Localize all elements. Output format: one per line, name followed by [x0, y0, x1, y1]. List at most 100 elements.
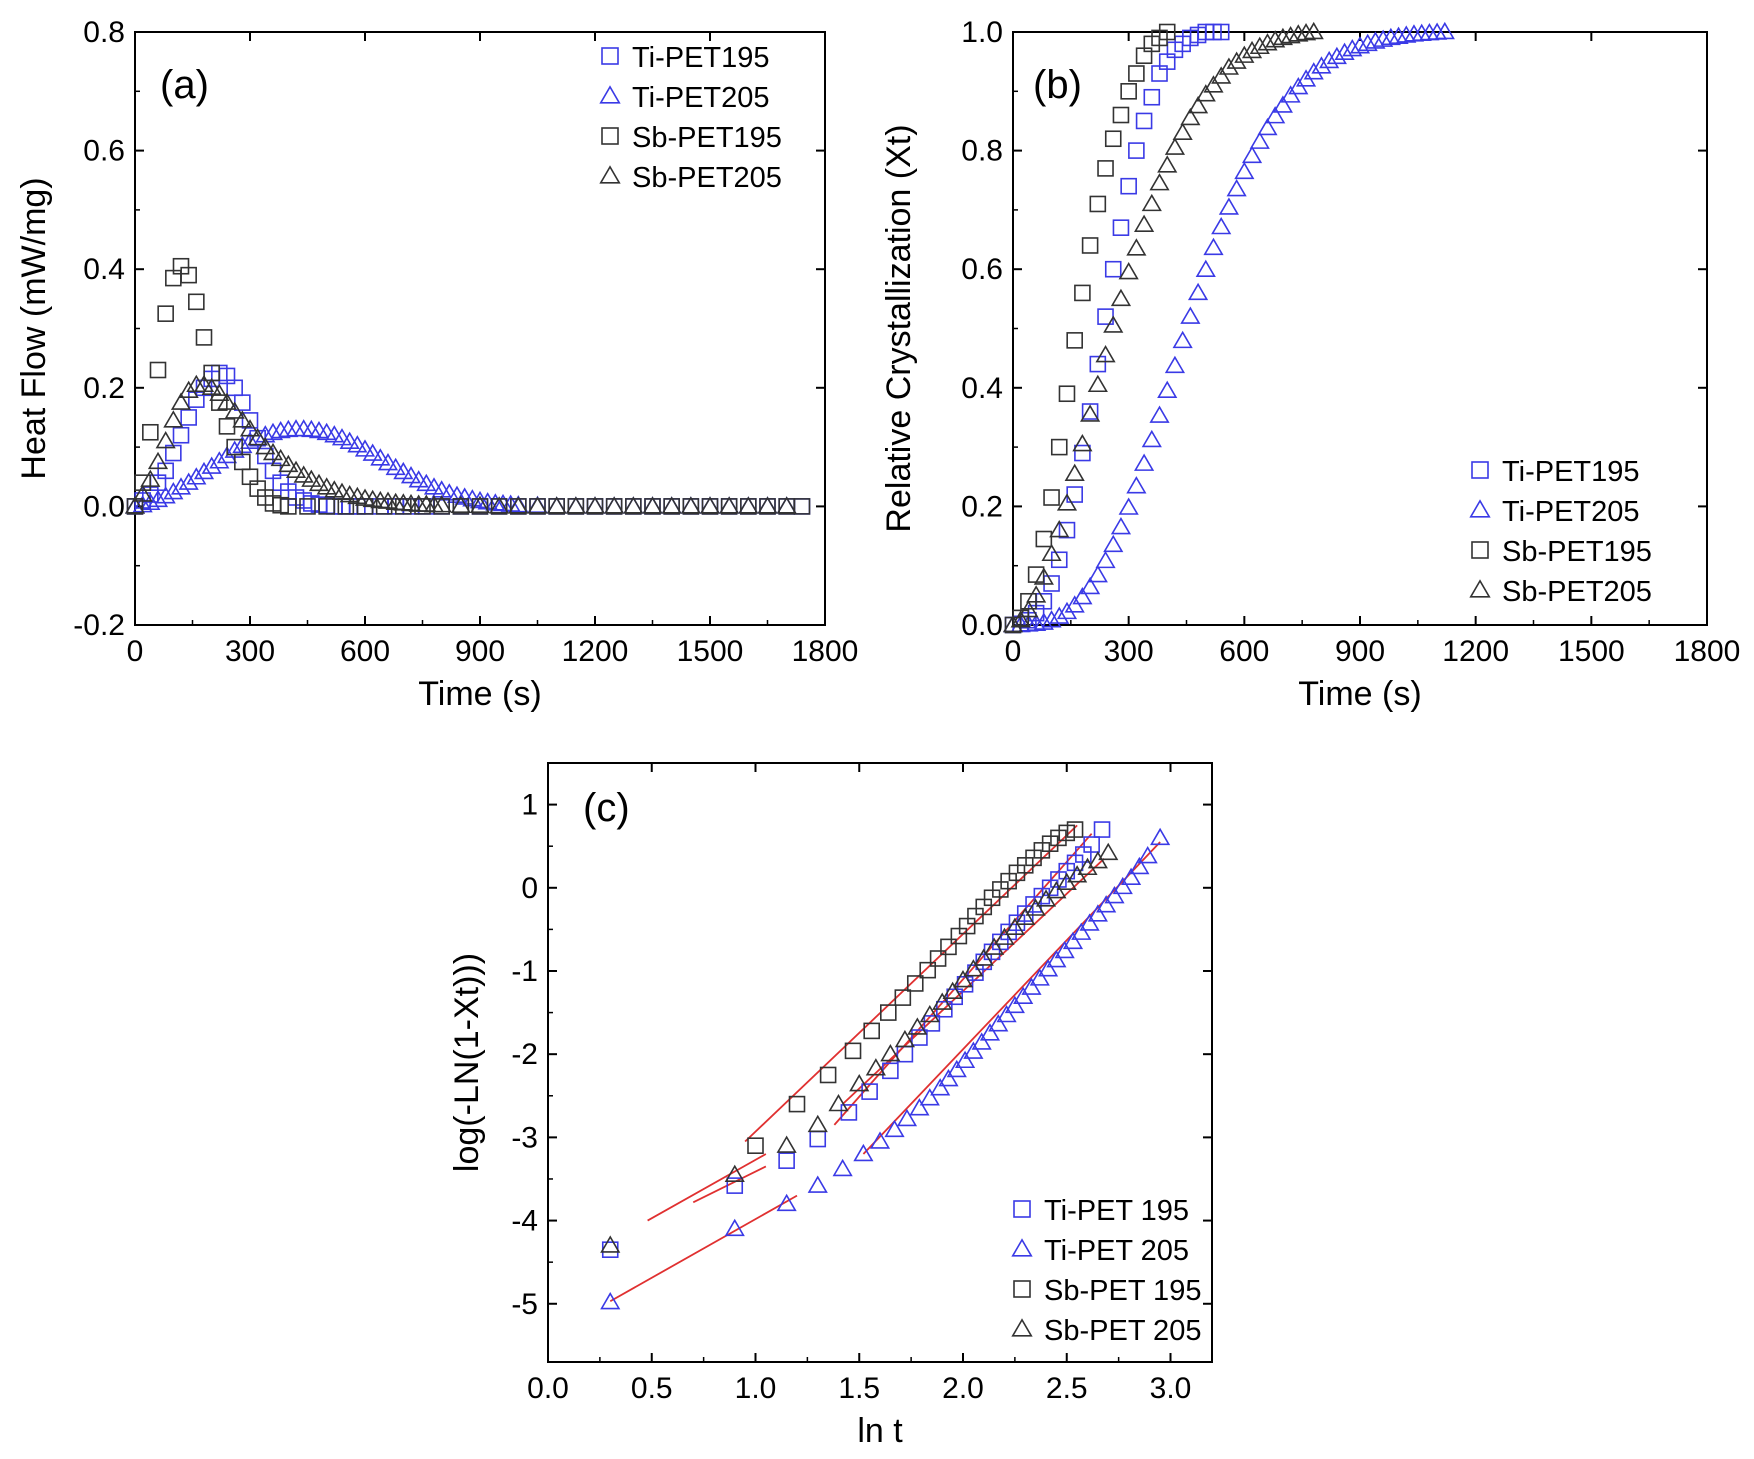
x-tick-label: 1800 — [1674, 635, 1741, 668]
data-point — [923, 1015, 941, 1032]
data-point — [527, 496, 548, 514]
data-point — [844, 1042, 862, 1060]
data-point — [239, 419, 261, 437]
data-point — [1357, 33, 1378, 52]
y-tick-label: -3 — [511, 1121, 538, 1154]
data-point — [807, 1175, 828, 1193]
data-point — [1080, 404, 1101, 422]
data-point — [906, 975, 924, 992]
y-tick-label: 0.6 — [961, 253, 1003, 286]
x-axis-title: Time (s) — [418, 675, 541, 713]
series-sb-pet-205 — [600, 842, 1119, 1253]
y-tick-label: 1.0 — [961, 16, 1003, 49]
x-axis-title: ln t — [857, 1412, 903, 1450]
data-point — [896, 1108, 918, 1127]
legend-label: Sb-PET 205 — [1044, 1315, 1201, 1347]
data-point — [1112, 219, 1130, 236]
data-point — [1041, 543, 1062, 562]
x-tick-label: 1200 — [1442, 635, 1509, 668]
plot-frame — [547, 762, 1213, 1363]
data-point — [930, 1078, 951, 1096]
panel-a: 0 300 600 900 1200 1500 1800 -0.2 0.0 0.2 0.4 0.6 0.… — [15, 16, 858, 713]
data-point — [1026, 613, 1047, 632]
data-point — [270, 448, 291, 467]
data-point — [1143, 88, 1161, 106]
data-point — [1104, 885, 1125, 904]
data-point — [680, 496, 701, 514]
data-point — [1064, 595, 1085, 613]
data-point — [1128, 142, 1145, 159]
data-point — [1050, 438, 1068, 456]
data-point — [239, 431, 261, 449]
fit-line — [692, 1165, 767, 1204]
data-point — [1141, 193, 1162, 212]
data-point — [1272, 27, 1293, 46]
data-point — [450, 495, 471, 514]
data-point — [1010, 610, 1031, 628]
data-point — [209, 383, 230, 401]
legend: Ti-PET195 Ti-PET205 Sb-PET195 Sb-PET205 — [599, 42, 782, 194]
data-point — [952, 969, 974, 988]
data-point — [1434, 21, 1455, 40]
legend-label: Ti-PET205 — [1502, 496, 1640, 528]
data-point — [1172, 330, 1193, 349]
data-point — [1058, 824, 1076, 842]
data-point — [909, 1098, 930, 1116]
data-point — [1396, 25, 1417, 43]
y-axis-title: Relative Crystallization (Xt) — [880, 124, 918, 532]
panel-c: 0.0 0.5 1.0 1.5 2.0 2.5 3.0 -5 -4 -3 -2 -1 0 1 ln t log… — [448, 762, 1213, 1450]
data-point — [1234, 45, 1255, 63]
data-point — [1004, 995, 1025, 1014]
data-point — [879, 1004, 897, 1021]
x-tick-label: 900 — [1335, 635, 1385, 668]
data-point — [257, 447, 274, 465]
data-point — [604, 496, 625, 514]
data-point — [828, 1093, 849, 1112]
data-point — [623, 496, 644, 514]
legend-label: Sb-PET205 — [1502, 576, 1652, 608]
data-point — [793, 498, 811, 515]
data-point — [301, 469, 322, 487]
y-tick-label: -4 — [511, 1205, 538, 1238]
data-point — [318, 498, 335, 515]
x-tick-label: 300 — [1104, 635, 1154, 668]
data-point — [1128, 65, 1145, 82]
data-point — [400, 466, 422, 484]
fit-line — [609, 1194, 798, 1303]
data-point — [140, 469, 161, 487]
x-tick-label: 1500 — [1558, 635, 1625, 668]
data-point — [884, 1119, 905, 1138]
data-point — [950, 927, 968, 945]
data-point — [1157, 155, 1178, 173]
data-point — [1172, 122, 1193, 141]
legend-label: Ti-PET195 — [1502, 456, 1640, 488]
data-point — [1087, 565, 1108, 583]
x-tick-label: 0 — [1005, 635, 1022, 668]
data-point — [1349, 36, 1371, 54]
data-point — [1218, 57, 1240, 75]
legend-marker — [599, 165, 621, 184]
legend-marker — [1013, 1200, 1031, 1218]
data-point — [1334, 42, 1355, 60]
data-point — [1075, 846, 1092, 863]
data-point — [1326, 46, 1347, 65]
data-point — [1388, 26, 1409, 44]
data-point — [1319, 50, 1340, 69]
data-point — [840, 1104, 858, 1121]
data-point — [896, 1045, 914, 1063]
data-point — [1133, 453, 1155, 471]
data-point — [170, 477, 192, 495]
data-point — [907, 1017, 928, 1035]
data-point — [963, 959, 984, 977]
data-point — [201, 456, 222, 474]
data-point — [776, 496, 797, 514]
data-point — [1033, 842, 1051, 859]
data-point — [1079, 913, 1100, 931]
data-point — [819, 1066, 837, 1084]
data-point — [193, 461, 215, 480]
data-point — [188, 293, 205, 311]
data-point — [1077, 857, 1098, 876]
data-point — [1056, 601, 1078, 620]
data-point — [1373, 29, 1394, 47]
data-point — [1089, 355, 1107, 373]
